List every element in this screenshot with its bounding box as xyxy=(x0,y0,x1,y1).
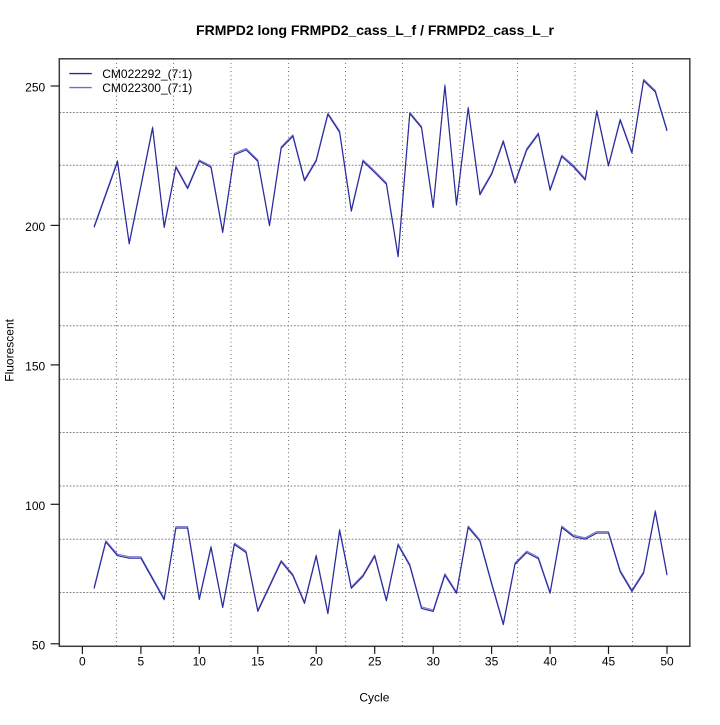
svg-text:0: 0 xyxy=(79,655,86,669)
svg-text:Fluorescent: Fluorescent xyxy=(2,318,16,381)
svg-text:15: 15 xyxy=(251,655,265,669)
svg-text:30: 30 xyxy=(427,655,441,669)
svg-text:45: 45 xyxy=(602,655,616,669)
svg-text:150: 150 xyxy=(25,359,45,373)
svg-text:Cycle: Cycle xyxy=(359,691,389,705)
svg-text:CM022300_(7:1): CM022300_(7:1) xyxy=(102,81,192,95)
svg-text:5: 5 xyxy=(138,655,145,669)
svg-text:20: 20 xyxy=(310,655,324,669)
svg-text:250: 250 xyxy=(25,81,45,95)
svg-text:100: 100 xyxy=(25,499,45,513)
svg-text:35: 35 xyxy=(485,655,499,669)
svg-text:25: 25 xyxy=(368,655,382,669)
svg-text:200: 200 xyxy=(25,220,45,234)
svg-text:50: 50 xyxy=(32,638,46,652)
svg-text:40: 40 xyxy=(543,655,557,669)
svg-text:FRMPD2 long FRMPD2_cass_L_f /: FRMPD2 long FRMPD2_cass_L_f / FRMPD2_cas… xyxy=(196,22,554,38)
svg-text:CM022292_(7:1): CM022292_(7:1) xyxy=(102,67,192,81)
svg-text:50: 50 xyxy=(660,655,674,669)
svg-text:10: 10 xyxy=(193,655,207,669)
